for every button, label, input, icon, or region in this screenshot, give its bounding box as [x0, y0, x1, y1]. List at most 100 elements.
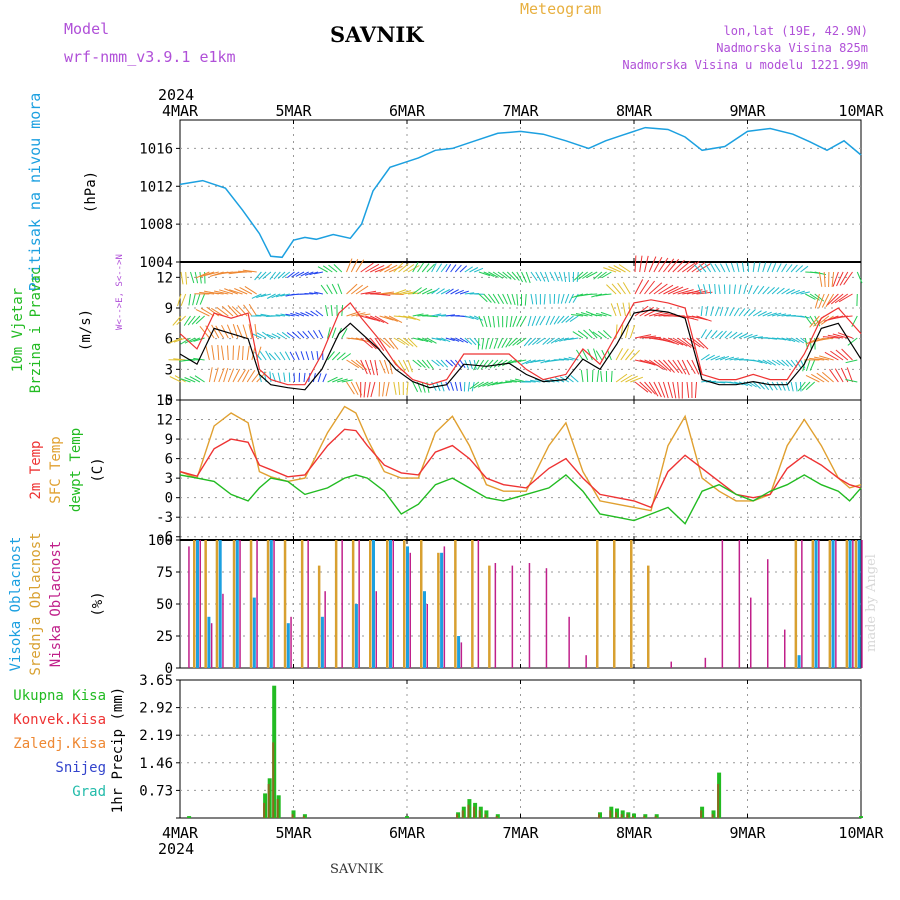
- wind-barb: [274, 352, 281, 361]
- wind-ylabel-2: Brzina i Pravac: [28, 267, 44, 393]
- precip-ytick-label: 3.65: [139, 673, 173, 689]
- wind-barb: [332, 377, 343, 383]
- wind-barb: [412, 337, 424, 342]
- wind-barb: [686, 381, 690, 398]
- wind-barb: [809, 359, 816, 371]
- wind-barb: [542, 337, 551, 345]
- pressure-unit: (hPa): [83, 171, 99, 213]
- precip-conv-bar: [615, 812, 617, 818]
- wind-barb: [516, 293, 519, 306]
- wind-barb: [258, 271, 267, 280]
- wind-barb: [644, 280, 655, 295]
- wind-barb: [616, 302, 622, 317]
- wind-barb: [331, 351, 341, 361]
- wind-barb: [268, 352, 276, 361]
- cloud-high-bar: [814, 540, 818, 668]
- wind-barb: [350, 284, 364, 295]
- wind-barb: [834, 293, 849, 304]
- cloud-mid-bar: [204, 540, 207, 668]
- wind-barb: [563, 357, 574, 361]
- wind-barb: [662, 381, 669, 399]
- precip-total-bar: [859, 816, 863, 818]
- wind-barb: [634, 334, 652, 339]
- wind-barb: [516, 337, 527, 346]
- precip-conv-bar: [620, 814, 623, 818]
- wind-barb: [585, 293, 598, 296]
- wind-barb: [719, 263, 726, 273]
- wind-barb: [484, 359, 494, 369]
- wind-barb: [412, 359, 422, 368]
- wind-barb: [800, 337, 809, 345]
- wind-barb: [277, 271, 286, 279]
- wind-barb: [365, 263, 380, 273]
- wind-barb: [297, 330, 305, 339]
- cloud-mid-bar: [630, 540, 633, 668]
- wind-barb: [762, 262, 767, 273]
- wind-barb: [436, 359, 444, 367]
- wind-barb: [625, 324, 630, 339]
- wind-barb: [195, 293, 201, 306]
- cloud-mid-bar: [266, 540, 270, 668]
- wind-barb: [382, 381, 385, 397]
- wind-barb: [232, 368, 241, 383]
- wind-barb: [704, 263, 712, 273]
- cloud-mid-bar: [811, 540, 815, 668]
- wind-barb: [473, 337, 481, 346]
- wind-barb: [309, 292, 319, 295]
- wind-barb: [383, 359, 390, 374]
- wind-barb: [218, 367, 225, 383]
- precip-conv-bar: [495, 816, 498, 818]
- wind-barb: [554, 271, 559, 282]
- cloud-ytick-label: 100: [148, 533, 173, 549]
- wind-barb: [663, 286, 679, 295]
- cloud-mid-bar: [596, 540, 599, 668]
- wind-barb: [346, 283, 358, 295]
- wind-barb: [512, 315, 518, 328]
- wind-barb: [307, 330, 314, 339]
- wind-barb: [469, 267, 479, 273]
- cloud-high-bar: [389, 540, 392, 668]
- wind-barb: [489, 359, 499, 369]
- wind-barb: [213, 290, 229, 295]
- cloud-low-bar: [426, 604, 428, 668]
- wind-barb: [445, 337, 455, 342]
- wind-barb: [757, 311, 767, 317]
- cloud-low-bar: [392, 540, 394, 668]
- wind-barb: [747, 262, 749, 273]
- cloud-high-bar: [423, 591, 426, 668]
- wind-barb: [266, 333, 276, 339]
- wind-barb: [586, 369, 589, 383]
- wind-barb: [610, 370, 613, 383]
- wind-barb: [710, 306, 714, 317]
- wind-barb: [629, 349, 640, 361]
- wind-barb: [275, 314, 286, 317]
- wind-barb: [502, 271, 512, 280]
- wind-barb: [795, 359, 802, 369]
- wind-barb: [766, 262, 772, 273]
- wind-barb: [586, 271, 598, 279]
- wind-barb: [320, 284, 329, 295]
- wind-barb: [464, 337, 473, 345]
- wind-barb: [194, 375, 205, 383]
- wind-barb: [818, 293, 825, 309]
- cloud-mid-bar: [386, 540, 389, 668]
- wind-barb: [305, 351, 310, 361]
- wind-barb: [445, 288, 454, 295]
- cloud-mid-bar: [249, 540, 253, 668]
- temp-ytick-label: 15: [156, 393, 173, 409]
- precip-legend-item: Grad: [72, 784, 106, 800]
- wind-barb: [644, 381, 656, 395]
- wind-barb: [407, 337, 418, 348]
- wind-barb: [254, 271, 262, 281]
- wind-barb: [211, 345, 215, 361]
- wind-barb: [658, 381, 666, 398]
- pressure-ytick-label: 1012: [139, 179, 173, 195]
- cloud-high-bar: [207, 616, 211, 668]
- wind-barb: [227, 345, 229, 361]
- wind-barb: [440, 263, 448, 273]
- wind-barb: [280, 313, 290, 317]
- wind-barb: [800, 381, 802, 392]
- cloud-low-bar: [861, 540, 863, 668]
- wind-barb: [545, 315, 551, 326]
